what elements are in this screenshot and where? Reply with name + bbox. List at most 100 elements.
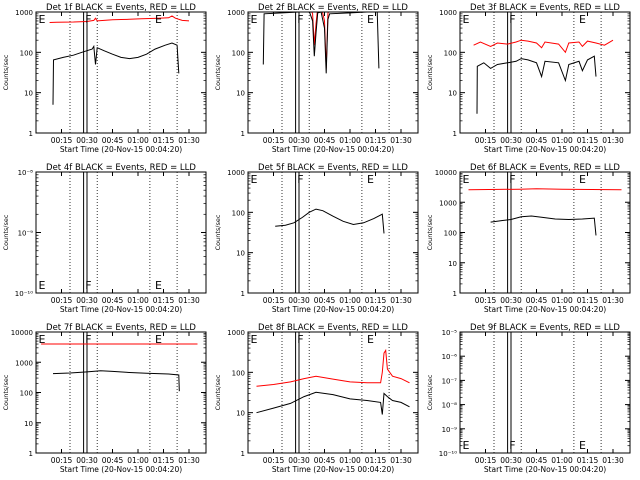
- x-axis-label: Start Time (20-Nov-15 00:04:20): [272, 465, 394, 474]
- y-tick-label: 1: [241, 450, 245, 458]
- x-axis-label: Start Time (20-Nov-15 00:04:20): [484, 305, 606, 314]
- y-axis-label: Counts/sec: [214, 54, 222, 90]
- x-tick-label: 00:45: [314, 456, 336, 465]
- marker-mid: F: [509, 439, 515, 452]
- x-tick-label: 01:00: [551, 136, 573, 145]
- y-tick-label: 1000: [439, 199, 457, 207]
- chart-title: Det 4f BLACK = Events, RED = LLD: [46, 163, 196, 173]
- chart-title: Det 5f BLACK = Events, RED = LLD: [258, 163, 408, 173]
- x-tick-label: 00:30: [288, 136, 310, 145]
- marker-left: E: [463, 13, 470, 26]
- chart-panel-2: Det 2f BLACK = Events, RED = LLD 1 10 100 10…: [214, 3, 419, 154]
- x-tick-label: 00:30: [76, 136, 98, 145]
- y-tick-label: 10: [24, 90, 33, 98]
- y-tick-label: 1000: [15, 9, 33, 17]
- x-tick-label: 01:30: [602, 136, 624, 145]
- x-tick-label: 01:00: [339, 456, 361, 465]
- y-tick-label: 1000: [227, 9, 245, 17]
- chart-panel-7: Det 7f BLACK = Events, RED = LLD 1 10 100 10…: [2, 323, 207, 474]
- y-tick-label: 10: [448, 260, 457, 268]
- x-tick-label: 00:15: [263, 296, 285, 305]
- y-tick-label: 100: [444, 49, 457, 57]
- x-tick-label: 00:45: [102, 296, 124, 305]
- x-tick-label: 01:30: [178, 456, 200, 465]
- x-tick-label: 01:00: [551, 456, 573, 465]
- y-tick-label: 1000: [15, 359, 33, 367]
- y-tick-label: 10⁻⁹: [442, 426, 458, 434]
- y-tick-label: 10⁻¹⁰: [439, 450, 457, 458]
- marker-mid: F: [85, 279, 91, 292]
- marker-left: E: [251, 333, 258, 346]
- y-tick-label: 1: [453, 130, 457, 138]
- x-tick-label: 01:00: [339, 296, 361, 305]
- x-tick-label: 00:15: [51, 136, 73, 145]
- x-tick-label: 00:30: [76, 456, 98, 465]
- marker-left: E: [251, 173, 258, 186]
- y-tick-label: 10⁻¹⁰: [15, 290, 33, 298]
- y-tick-label: 10: [448, 90, 457, 98]
- x-axis-label: Start Time (20-Nov-15 00:04:20): [272, 145, 394, 154]
- x-tick-label: 00:15: [51, 296, 73, 305]
- chart-panel-6: Det 6f BLACK = Events, RED = LLD 1 10 100 10…: [426, 163, 631, 314]
- x-axis-label: Start Time (20-Nov-15 00:04:20): [484, 465, 606, 474]
- x-tick-label: 01:30: [390, 136, 412, 145]
- y-axis-label: Counts/sec: [426, 54, 434, 90]
- lld-series-line: [256, 348, 410, 387]
- y-axis-label: Counts/sec: [426, 374, 434, 410]
- y-axis-label: Counts/sec: [214, 214, 222, 250]
- marker-right: E: [579, 173, 586, 186]
- x-tick-label: 00:45: [102, 456, 124, 465]
- y-axis-label: Counts/sec: [426, 214, 434, 250]
- y-tick-label: 10⁻⁸: [18, 169, 34, 177]
- marker-right: E: [155, 279, 162, 292]
- x-tick-label: 00:30: [500, 456, 522, 465]
- marker-mid: F: [297, 13, 303, 26]
- x-tick-label: 01:15: [153, 136, 175, 145]
- plot-frame: [459, 331, 631, 454]
- x-tick-label: 00:30: [500, 296, 522, 305]
- y-tick-label: 100: [232, 369, 245, 377]
- x-tick-label: 00:15: [475, 296, 497, 305]
- x-tick-label: 01:15: [365, 136, 387, 145]
- y-tick-label: 1: [29, 130, 33, 138]
- y-tick-label: 1000: [439, 9, 457, 17]
- y-tick-label: 1: [241, 290, 245, 298]
- chart-title: Det 3f BLACK = Events, RED = LLD: [470, 3, 620, 13]
- x-axis-label: Start Time (20-Nov-15 00:04:20): [272, 305, 394, 314]
- y-tick-label: 1: [29, 450, 33, 458]
- y-tick-label: 1000: [227, 329, 245, 337]
- x-tick-label: 01:15: [577, 136, 599, 145]
- marker-right: E: [367, 333, 374, 346]
- marker-left: E: [463, 439, 470, 452]
- y-tick-label: 1: [453, 290, 457, 298]
- x-axis-label: Start Time (20-Nov-15 00:04:20): [60, 145, 182, 154]
- x-tick-label: 00:45: [526, 136, 548, 145]
- x-tick-label: 01:00: [127, 296, 149, 305]
- x-tick-label: 00:45: [314, 136, 336, 145]
- events-series-line: [256, 391, 410, 415]
- plot-frame: [247, 331, 419, 454]
- events-series-line: [52, 42, 180, 105]
- marker-right: E: [155, 333, 162, 346]
- chart-panel-3: Det 3f BLACK = Events, RED = LLD 1 10 100 10…: [426, 3, 631, 154]
- y-tick-label: 100: [20, 49, 33, 57]
- marker-right: E: [579, 13, 586, 26]
- chart-title: Det 8f BLACK = Events, RED = LLD: [258, 323, 408, 333]
- y-axis-label: Counts/sec: [2, 54, 10, 90]
- x-axis-label: Start Time (20-Nov-15 00:04:20): [484, 145, 606, 154]
- x-tick-label: 00:15: [475, 136, 497, 145]
- chart-title: Det 2f BLACK = Events, RED = LLD: [258, 3, 408, 13]
- marker-mid: F: [509, 13, 515, 26]
- x-tick-label: 00:30: [500, 136, 522, 145]
- y-tick-label: 100: [232, 49, 245, 57]
- x-tick-label: 00:15: [51, 456, 73, 465]
- x-tick-label: 00:15: [475, 456, 497, 465]
- y-tick-label: 100: [232, 209, 245, 217]
- y-tick-label: 10⁻⁶: [442, 353, 458, 361]
- plot-frame: [247, 11, 419, 134]
- y-axis-label: Counts/sec: [2, 214, 10, 250]
- marker-right: E: [367, 173, 374, 186]
- y-tick-label: 10000: [435, 169, 457, 177]
- chart-panel-9: Det 9f BLACK = Events, RED = LLD 10⁻¹⁰ 10⁻…: [426, 323, 631, 474]
